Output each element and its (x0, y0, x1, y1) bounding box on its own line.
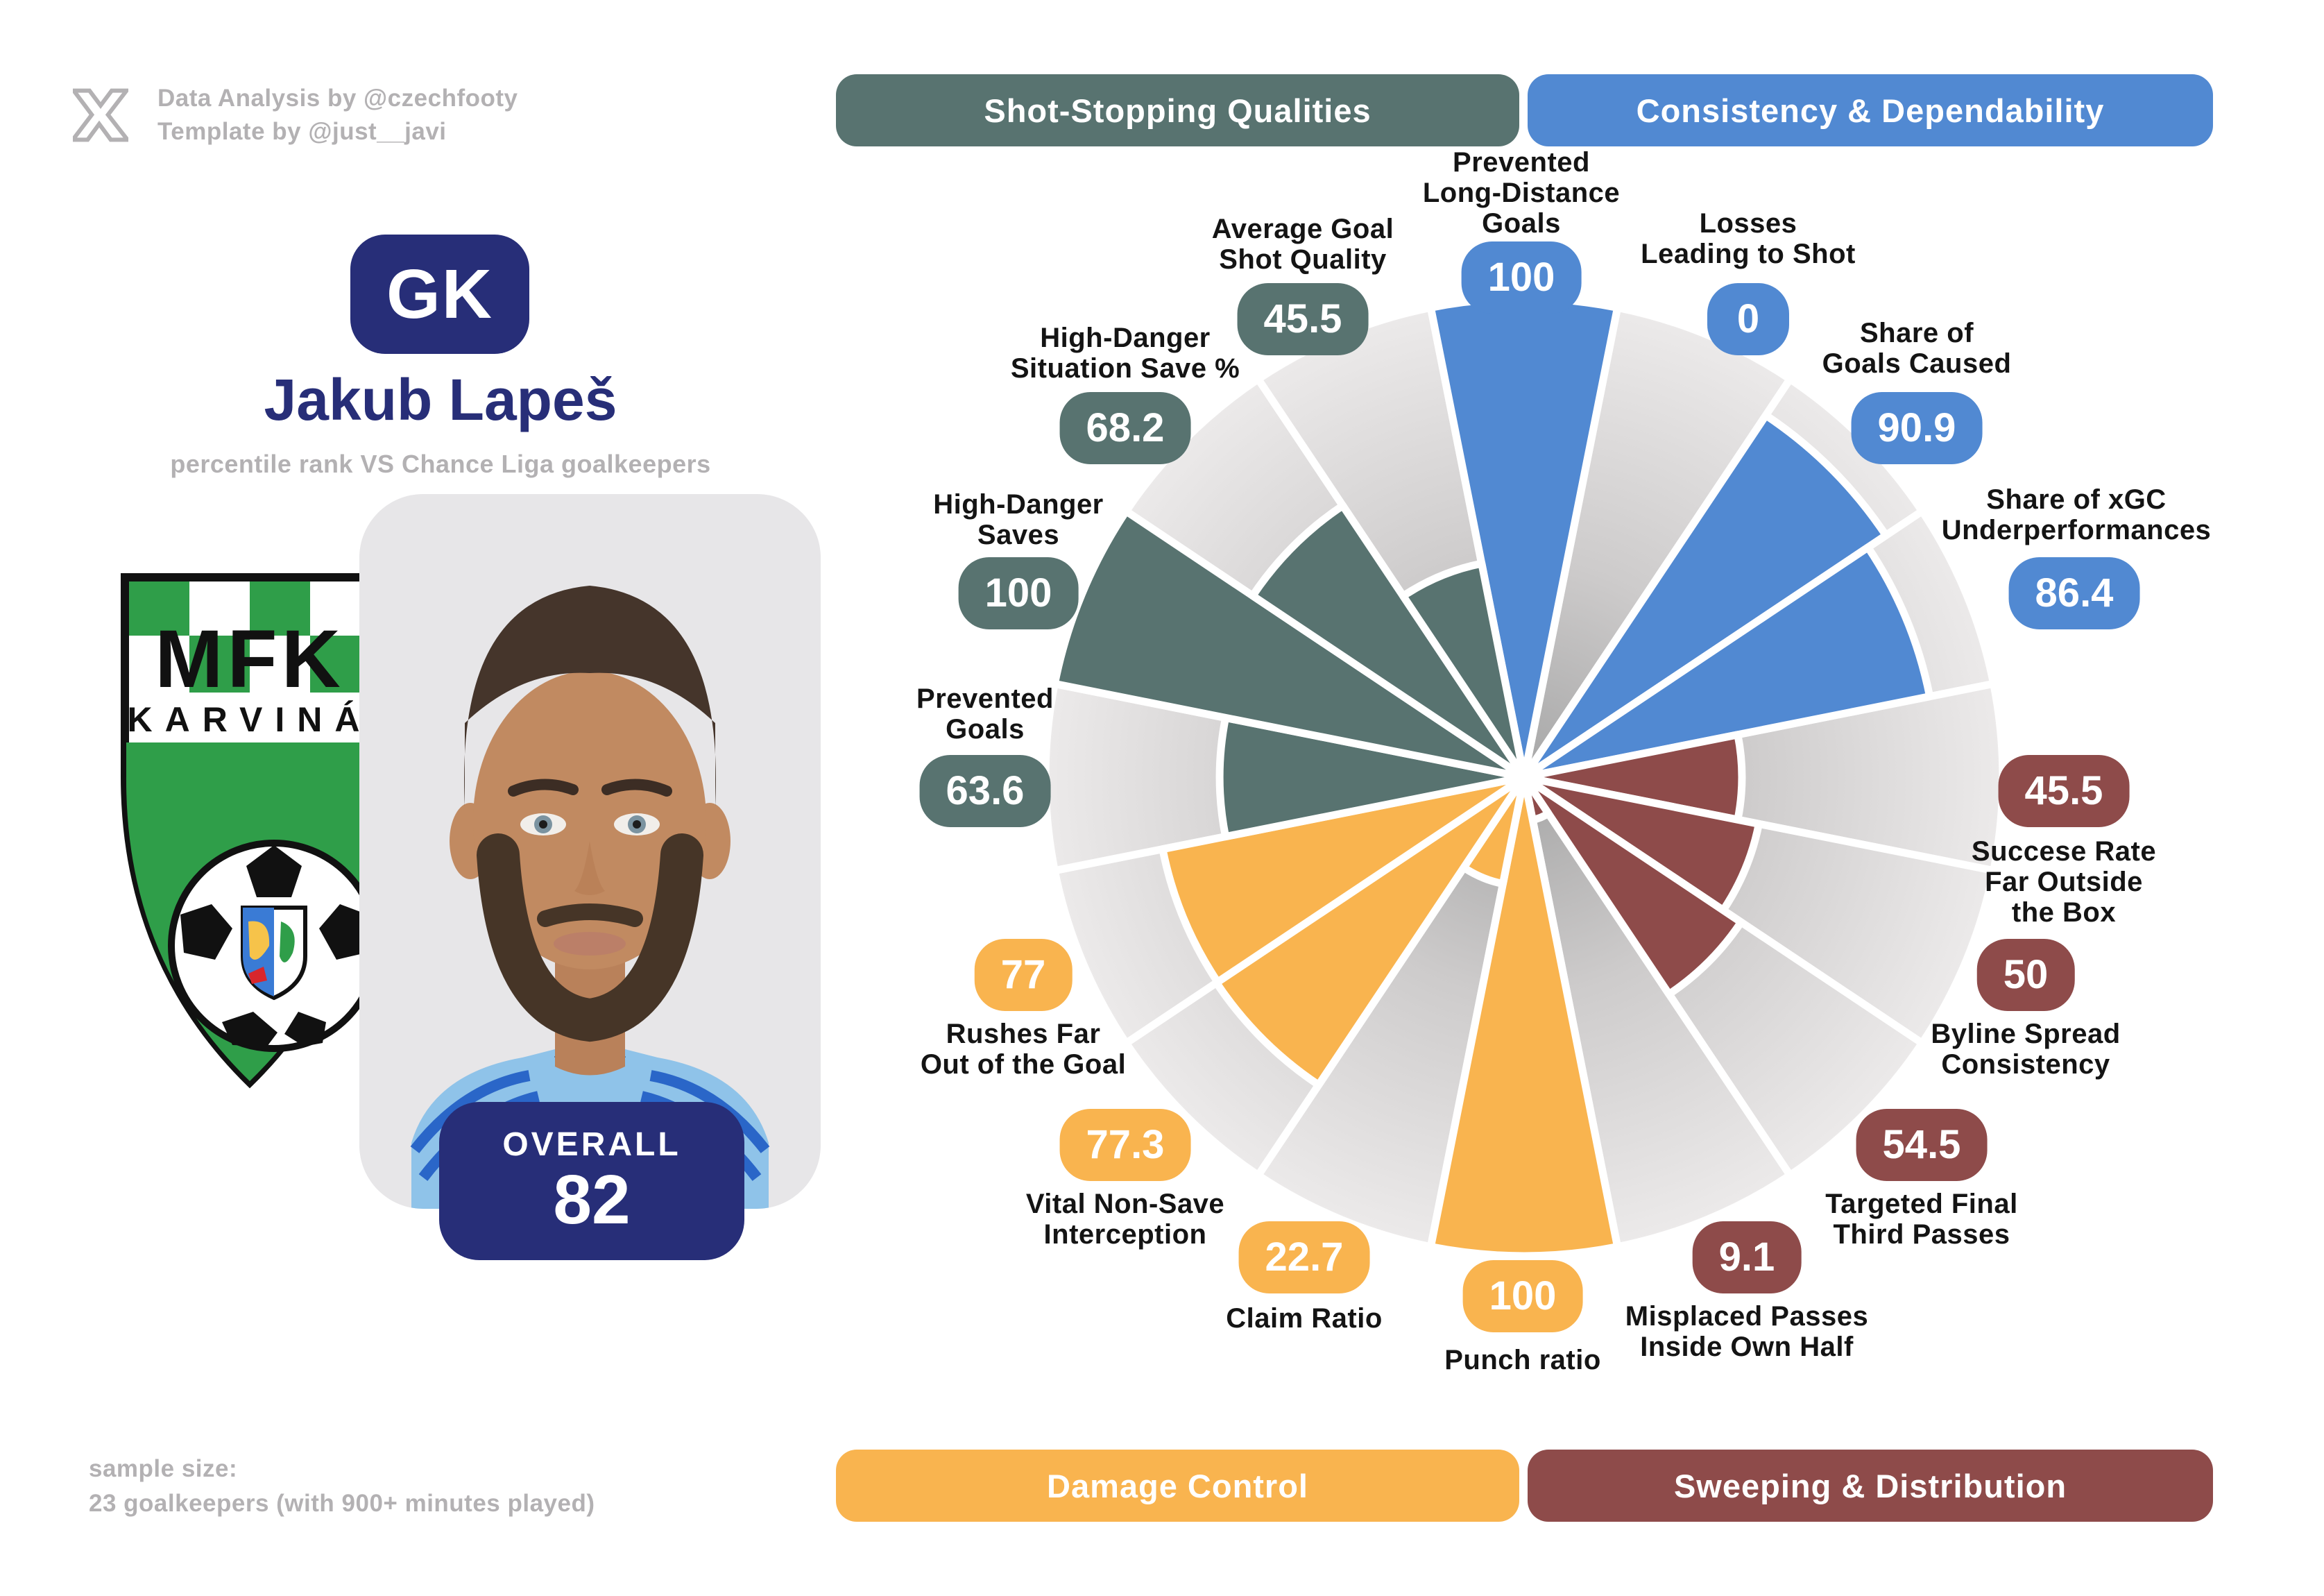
stat-value-badge: 50 (1976, 939, 2075, 1011)
stat-label: Prevented Goals (916, 684, 1054, 745)
pizza-slice (1050, 507, 1528, 781)
overall-value: 82 (553, 1161, 631, 1239)
stat-value-badge: 0 (1707, 283, 1789, 355)
club-crest: MFK KARVINÁ (121, 573, 380, 1089)
category-pill-shot-stopping: Shot-Stopping Qualities (836, 74, 1519, 146)
percentile-pizza-chart (1041, 294, 2007, 1260)
pizza-slice (1254, 773, 1528, 1251)
player-name: Jakub Lapeš (264, 367, 617, 432)
category-pill-label: Sweeping & Distribution (1673, 1467, 2067, 1504)
x-twitter-icon (73, 88, 128, 142)
category-pill-label: Shot-Stopping Qualities (984, 92, 1372, 129)
stat-label: High-Danger Saves (933, 489, 1104, 550)
stat-label: Byline Spread Consistency (1931, 1019, 2121, 1080)
stat-value-badge: 63.6 (919, 755, 1051, 827)
position-badge: GK (350, 235, 529, 354)
pizza-slice (1520, 303, 1794, 781)
pizza-slice (1249, 502, 1528, 781)
stat-label: Losses Leading to Shot (1641, 208, 1856, 269)
stat-label: Claim Ratio (1226, 1303, 1383, 1334)
credits: Data Analysis by @czechfooty Template by… (73, 82, 518, 148)
overall-label: OVERALL (502, 1126, 681, 1163)
pizza-slice (1399, 559, 1528, 781)
category-pill-damage-control: Damage Control (836, 1450, 1519, 1522)
sample-size-note: sample size: 23 goalkeepers (with 900+ m… (89, 1452, 595, 1521)
stat-label: High-Danger Situation Save % (1010, 323, 1240, 384)
player-photo-card (359, 494, 821, 1209)
pizza-slice (1520, 411, 1890, 781)
pizza-slice (1159, 773, 1528, 986)
category-pill-sweeping: Sweeping & Distribution (1528, 1450, 2213, 1522)
stat-value-badge: 77.3 (1059, 1109, 1191, 1181)
category-pill-consistency: Consistency & Dependability (1528, 74, 2213, 146)
stat-label: Targeted Final Third Passes (1825, 1189, 2018, 1250)
stat-value-badge: 54.5 (1856, 1109, 1988, 1181)
pizza-slice (1426, 773, 1622, 1260)
category-pill-label: Consistency & Dependability (1636, 92, 2105, 129)
stat-value-badge: 100 (1462, 1260, 1583, 1332)
stat-value-badge: 45.5 (1237, 283, 1369, 355)
crest-club-initials: MFK (155, 613, 345, 705)
stat-label: Prevented Long-Distance Goals (1422, 147, 1621, 239)
stat-value-badge: 100 (1461, 241, 1582, 314)
pizza-slice (1520, 773, 1794, 1251)
stat-label: Misplaced Passes Inside Own Half (1625, 1301, 1869, 1362)
pizza-slice (1213, 773, 1528, 1089)
pizza-slice (1520, 543, 1934, 781)
stat-label: Vital Non-Save Interception (1025, 1189, 1225, 1250)
stat-value-badge: 22.7 (1238, 1221, 1370, 1293)
position-label: GK (386, 255, 493, 333)
stat-label: Average Goal Shot Quality (1211, 214, 1394, 275)
stat-label: Rushes Far Out of the Goal (920, 1019, 1127, 1080)
credit-template: Template by @just__javi (157, 118, 447, 145)
stat-label: Punch ratio (1444, 1345, 1601, 1375)
category-pill-label: Damage Control (1047, 1467, 1308, 1504)
stat-value-badge: 90.9 (1851, 392, 1983, 464)
sample-size-line1: sample size: (89, 1455, 238, 1482)
stat-value-badge: 68.2 (1059, 392, 1191, 464)
overall-rating-badge: OVERALL 82 (439, 1102, 744, 1260)
pizza-slice (1520, 773, 1745, 999)
stat-value-badge: 100 (958, 557, 1079, 629)
stat-label: Succese Rate Far Outside the Box (1971, 836, 2157, 928)
stat-label: Share of xGC Underperformances (1941, 484, 2212, 545)
credit-analysis: Data Analysis by @czechfooty (157, 85, 518, 112)
crest-city-name: KARVINÁ (128, 700, 373, 739)
stat-value-badge: 86.4 (2008, 557, 2140, 629)
stat-value-badge: 77 (974, 939, 1073, 1011)
stat-value-badge: 45.5 (1998, 755, 2130, 827)
stat-label: Share of Goals Caused (1822, 318, 2012, 379)
chart-subtitle: percentile rank VS Chance Liga goalkeepe… (170, 450, 711, 478)
stat-value-badge: 9.1 (1692, 1221, 1802, 1293)
pizza-slice (1215, 713, 1528, 841)
sample-size-line2: 23 goalkeepers (with 900+ minutes played… (89, 1490, 595, 1517)
player-photo (359, 494, 821, 1209)
